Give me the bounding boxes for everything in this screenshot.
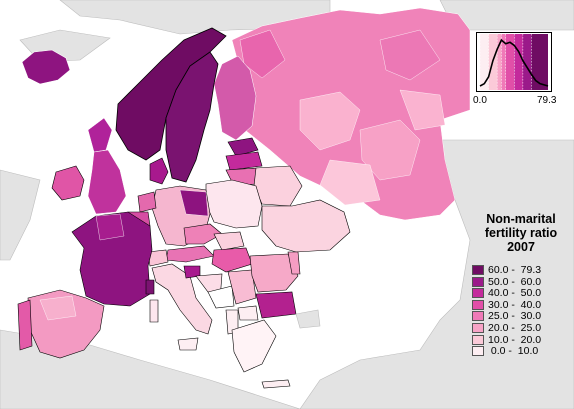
greece: [231, 319, 277, 373]
romania: [249, 253, 299, 293]
legend-swatch: [472, 322, 484, 333]
region: [359, 119, 421, 181]
inset-min-label: 0.0: [473, 95, 487, 106]
region: [299, 91, 361, 151]
distribution-inset: [476, 32, 552, 92]
corsica: [145, 279, 155, 295]
ireland: [51, 165, 85, 201]
moldova: [287, 251, 301, 275]
legend-label: 60.0 - 79.3: [488, 264, 542, 276]
legend-row: 20.0 - 25.0: [472, 322, 574, 334]
legend-label: 0.0 - 10.0: [488, 345, 539, 358]
legend-row: 30.0 - 40.0: [472, 299, 574, 311]
bosnia: [207, 285, 235, 309]
legend-row: 0.0 - 10.0: [472, 345, 574, 357]
iceland: [21, 49, 71, 85]
legend-label: 30.0 - 40.0: [488, 298, 542, 311]
legend-label: 10.0 - 20.0: [488, 333, 542, 346]
legend-swatch: [472, 288, 484, 299]
inset-band: [480, 34, 489, 90]
estonia: [227, 137, 259, 157]
inset-band: [497, 34, 502, 90]
italy: [151, 263, 213, 335]
sardinia: [149, 299, 159, 323]
legend: 60.0 - 79.3 50.0 - 60.0 40.0 - 50.0 30.0…: [472, 264, 574, 357]
macedonia: [237, 305, 259, 321]
scotland: [87, 117, 113, 153]
inset-band: [501, 34, 506, 90]
region: [239, 29, 286, 79]
legend-title-line2: fertility ratio: [484, 226, 558, 240]
legend-row: 40.0 - 50.0: [472, 287, 574, 299]
legend-title-line3: 2007: [507, 240, 535, 254]
france: [71, 211, 153, 307]
portugal: [17, 299, 33, 351]
legend-swatch: [472, 311, 484, 322]
legend-swatch: [472, 299, 484, 310]
hungary: [211, 247, 253, 273]
czechia: [183, 223, 223, 245]
region: [379, 29, 441, 81]
legend-row: 60.0 - 79.3: [472, 264, 574, 276]
sweden: [165, 51, 219, 183]
turkey-europe: [295, 309, 321, 329]
legend-swatch: [472, 346, 484, 357]
legend-swatch: [472, 276, 484, 287]
legend-title: Non-marital fertility ratio 2007: [468, 212, 574, 254]
inset-band: [505, 34, 515, 90]
inset-band: [522, 34, 532, 90]
denmark: [149, 157, 169, 185]
serbia: [227, 269, 257, 305]
region: [319, 159, 381, 206]
region: [95, 213, 125, 241]
legend-row: 50.0 - 60.0: [472, 276, 574, 288]
finland: [213, 55, 257, 141]
legend-row: 25.0 - 30.0: [472, 310, 574, 322]
region: [399, 89, 446, 131]
inset-max-label: 79.3: [537, 95, 557, 106]
density-curve: [479, 38, 549, 87]
eastern-germany: [179, 189, 209, 217]
sicily: [177, 337, 199, 351]
england: [87, 149, 127, 215]
legend-label: 20.0 - 25.0: [488, 321, 542, 334]
latvia: [225, 151, 263, 171]
legend-swatch: [472, 334, 484, 345]
slovakia: [213, 231, 245, 251]
legend-label: 25.0 - 30.0: [488, 310, 542, 323]
legend-row: 10.0 - 20.0: [472, 334, 574, 346]
netherlands: [137, 191, 157, 213]
legend-label: 40.0 - 50.0: [488, 287, 542, 300]
poland: [205, 179, 263, 229]
crete: [261, 379, 291, 389]
inset-band: [531, 34, 548, 90]
ukraine: [261, 199, 351, 253]
legend-swatch: [472, 265, 484, 275]
legend-label: 50.0 - 60.0: [488, 275, 542, 288]
legend-title-line1: Non-marital: [486, 212, 556, 226]
bulgaria: [255, 291, 297, 319]
region: [39, 295, 77, 321]
inset-band: [514, 34, 523, 90]
inset-frame: [476, 32, 552, 92]
